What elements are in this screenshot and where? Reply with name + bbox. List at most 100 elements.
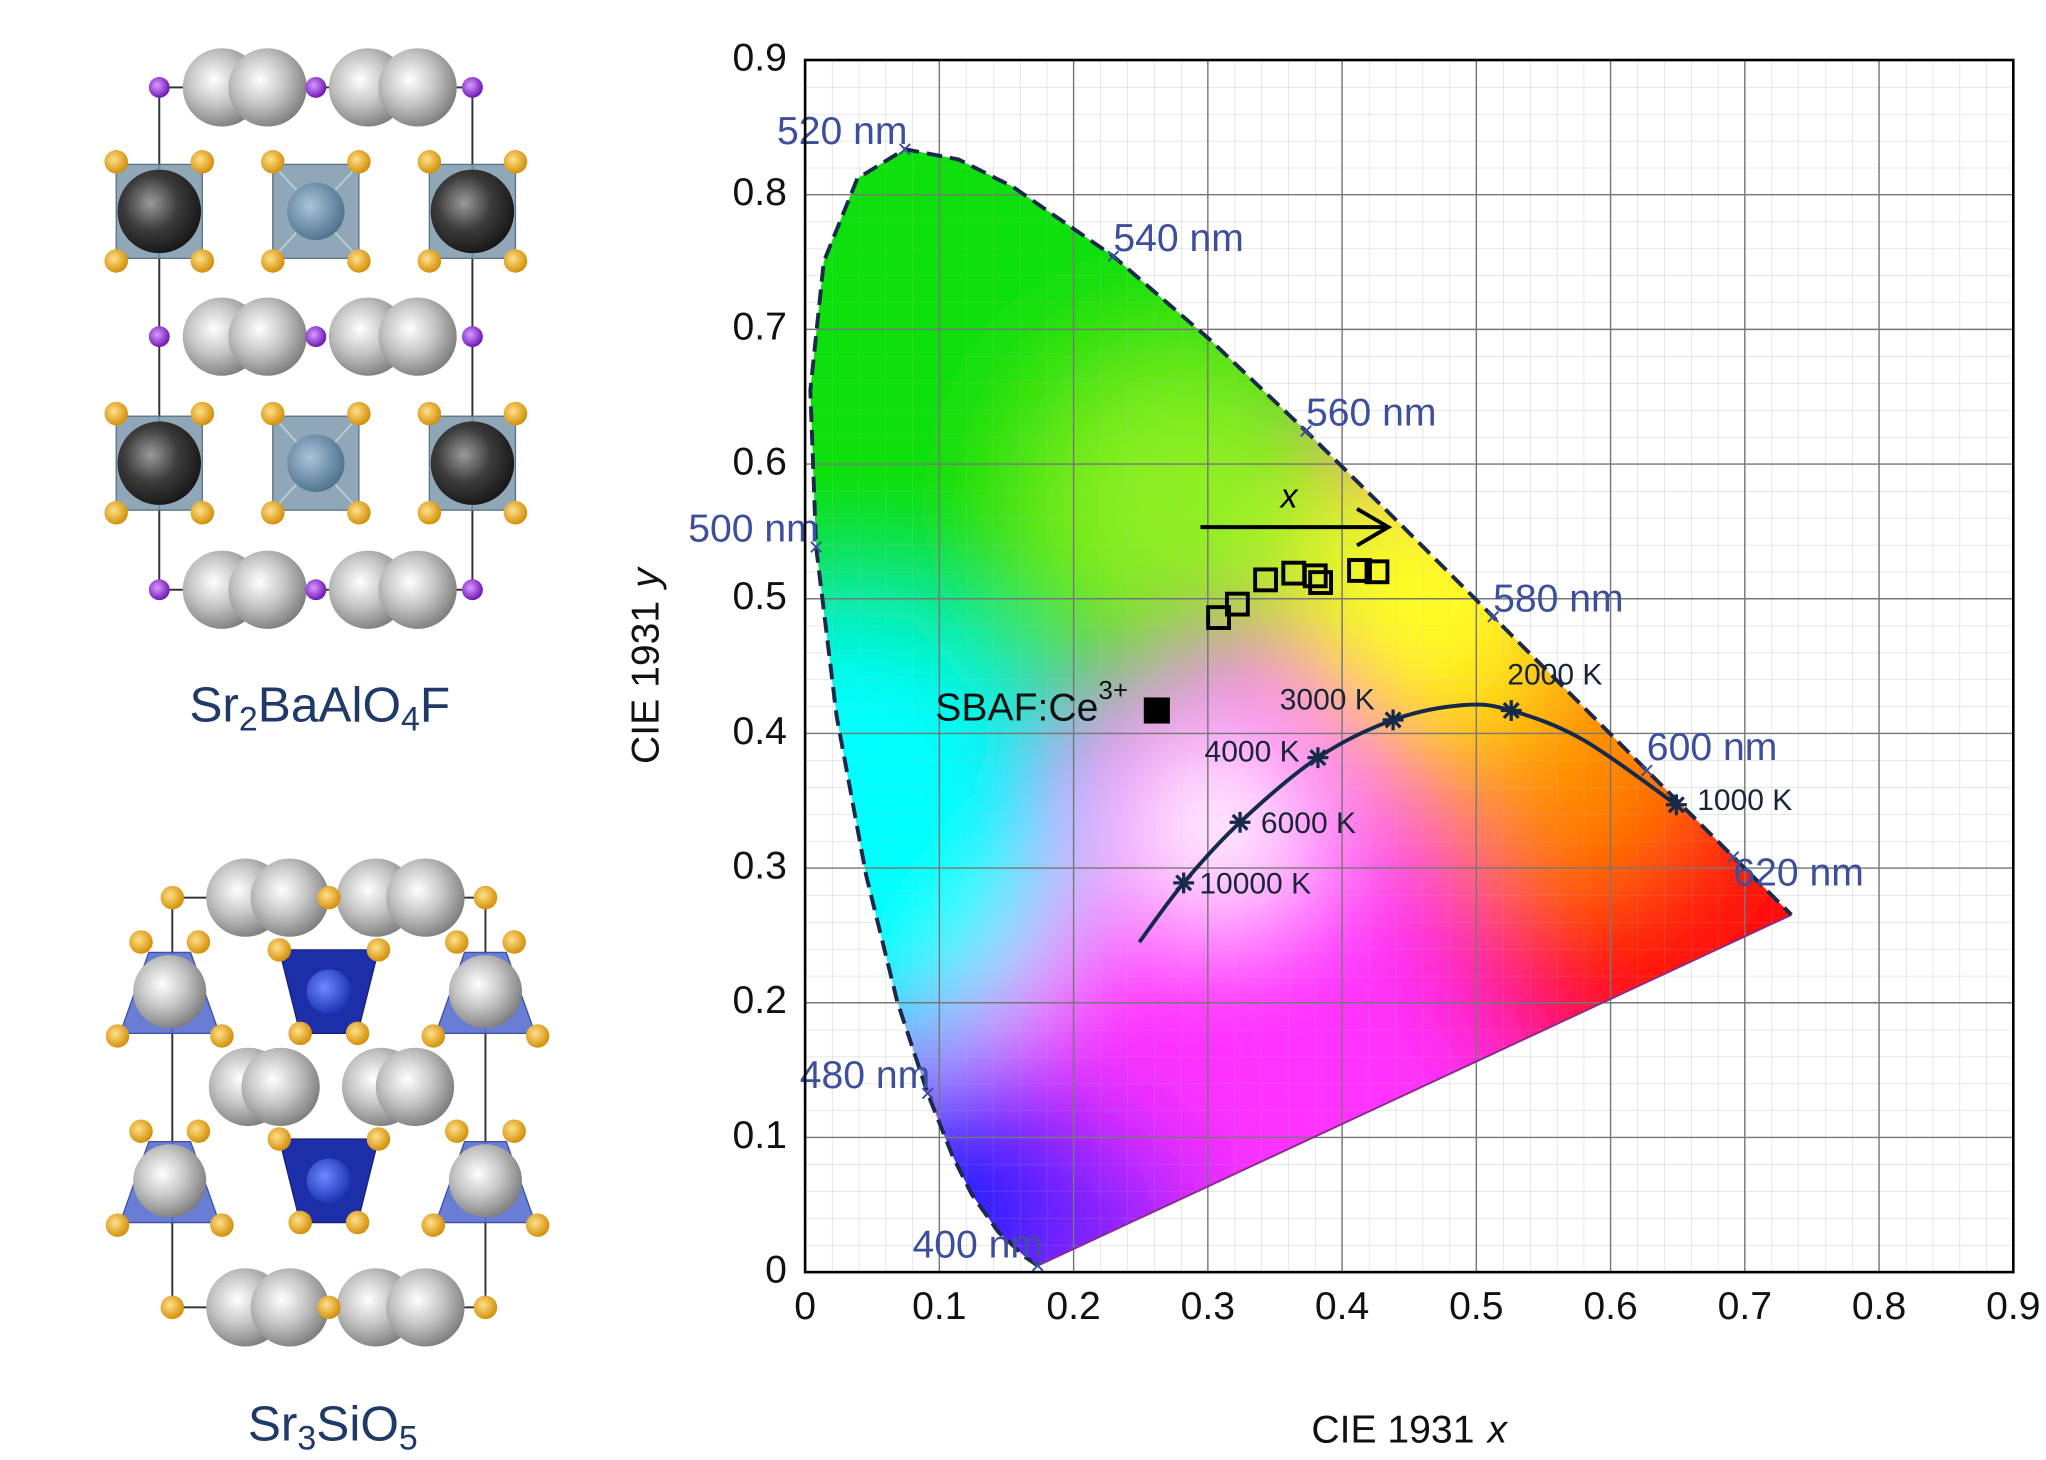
atom — [378, 297, 456, 375]
atom — [305, 77, 326, 98]
atom — [431, 170, 515, 254]
atom — [422, 1213, 445, 1236]
atom — [287, 183, 344, 240]
x-tick-label: 0.9 — [1986, 1285, 2040, 1328]
temperature-label: 2000 K — [1507, 659, 1602, 692]
atom — [261, 150, 284, 173]
atom — [502, 930, 525, 953]
sample-label-superscript: 3+ — [1098, 675, 1128, 705]
atom — [118, 170, 202, 254]
temperature-label: 4000 K — [1205, 736, 1300, 769]
atom — [378, 48, 456, 126]
atom — [346, 1211, 369, 1234]
wavelength-label: 400 nm — [912, 1224, 1043, 1267]
x-axis-label: CIE 1931x — [1311, 1409, 1508, 1452]
atom — [367, 1127, 390, 1150]
atom — [449, 1144, 522, 1217]
annotation-label: x — [1279, 477, 1299, 515]
temperature-label: 3000 K — [1280, 684, 1375, 717]
x-tick-label: 0.7 — [1718, 1285, 1772, 1328]
wavelength-label: 580 nm — [1493, 577, 1624, 620]
atom — [106, 1024, 129, 1047]
y-tick-label: 0.2 — [732, 979, 786, 1022]
y-tick-label: 0.6 — [732, 440, 786, 483]
atom — [191, 150, 214, 173]
atom — [418, 249, 441, 272]
x-axis-label-text: CIE 1931 — [1311, 1409, 1474, 1452]
structure-label: Sr3SiO5 — [248, 1395, 418, 1457]
atom — [261, 249, 284, 272]
atom — [104, 402, 127, 425]
atom — [288, 1022, 311, 1045]
x-tick-label: 0.4 — [1315, 1285, 1369, 1328]
y-tick-label: 0 — [765, 1248, 787, 1291]
atom — [317, 886, 340, 909]
atom — [149, 326, 170, 347]
atom — [504, 501, 527, 524]
sample-label-text: SBAF:Ce — [935, 687, 1098, 730]
atom — [422, 1024, 445, 1047]
temperature-label: 6000 K — [1261, 807, 1356, 840]
wavelength-label: 600 nm — [1647, 726, 1778, 769]
atom — [305, 326, 326, 347]
atom — [104, 249, 127, 272]
wavelength-label: 620 nm — [1733, 852, 1864, 895]
atom — [149, 579, 170, 600]
label-part: BaAlO — [258, 677, 401, 733]
wavelength-label: 540 nm — [1113, 217, 1244, 260]
cie-chart: 00.10.20.30.40.50.60.70.80.900.10.20.30.… — [574, 0, 2040, 1460]
wavelength-label: 560 nm — [1306, 392, 1437, 435]
atom — [347, 501, 370, 524]
temperature-marker — [1173, 872, 1194, 893]
atom — [418, 402, 441, 425]
atom — [367, 938, 390, 961]
atom — [347, 249, 370, 272]
label-subscript: 3 — [297, 1419, 316, 1457]
x-tick-label: 0.5 — [1449, 1285, 1503, 1328]
atom — [268, 1127, 291, 1150]
structure-label: Sr2BaAlO4F — [189, 677, 450, 739]
atom — [268, 938, 291, 961]
y-tick-label: 0.4 — [732, 710, 786, 753]
y-tick-label: 0.3 — [732, 844, 786, 887]
atom — [449, 955, 522, 1028]
x-tick-label: 0.2 — [1046, 1285, 1100, 1328]
atom — [288, 1211, 311, 1234]
y-tick-label: 0.5 — [732, 575, 786, 618]
temperature-marker — [1307, 747, 1328, 768]
atom — [474, 1296, 497, 1319]
atom — [129, 1119, 152, 1142]
atom — [474, 886, 497, 909]
label-subscript: 4 — [401, 700, 420, 738]
temperature-marker — [1383, 710, 1404, 731]
x-tick-label: 0.8 — [1852, 1285, 1906, 1328]
atom — [191, 402, 214, 425]
label-subscript: 5 — [399, 1419, 418, 1457]
atom — [210, 1024, 233, 1047]
atom — [228, 48, 306, 126]
y-tick-label: 0.7 — [732, 306, 786, 349]
y-axis-label-symbol: y — [625, 566, 668, 591]
label-part: Sr — [248, 1395, 298, 1451]
figure: Sr2BaAlO4F Sr3SiO5 00.10.20.30.40.50.60.… — [0, 0, 2046, 1460]
atom — [462, 77, 483, 98]
temperature-label: 1000 K — [1697, 784, 1792, 817]
atom — [161, 1296, 184, 1319]
atom — [376, 1048, 454, 1126]
y-tick-label: 0.8 — [732, 171, 786, 214]
atom — [261, 402, 284, 425]
atom — [502, 1119, 525, 1142]
atom — [346, 1022, 369, 1045]
atom — [106, 1213, 129, 1236]
atom — [418, 150, 441, 173]
atom — [386, 859, 464, 937]
atom — [191, 249, 214, 272]
atom — [287, 434, 344, 491]
atom — [504, 249, 527, 272]
label-part: Sr — [189, 677, 239, 733]
wavelength-label: 480 nm — [800, 1054, 931, 1097]
atom — [378, 551, 456, 629]
atom — [261, 501, 284, 524]
y-tick-label: 0.9 — [732, 36, 786, 79]
atom — [462, 579, 483, 600]
